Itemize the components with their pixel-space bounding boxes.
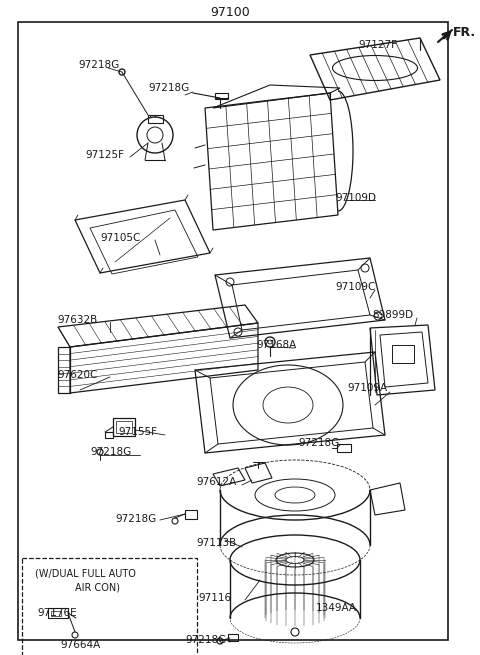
Text: 97109C: 97109C	[335, 282, 375, 292]
Text: 97109A: 97109A	[347, 383, 387, 393]
Text: (W/DUAL FULL AUTO: (W/DUAL FULL AUTO	[35, 568, 136, 578]
Bar	[228, 634, 238, 641]
Text: 97632B: 97632B	[57, 315, 97, 325]
Text: FR.: FR.	[453, 26, 476, 39]
Text: 97113B: 97113B	[196, 538, 236, 548]
Text: 97168A: 97168A	[256, 340, 296, 350]
Bar	[215, 93, 228, 99]
Bar	[337, 444, 351, 452]
Text: 89899D: 89899D	[372, 310, 413, 320]
Text: 97620C: 97620C	[57, 370, 97, 380]
Text: 97612A: 97612A	[196, 477, 236, 487]
Text: 97155F: 97155F	[118, 427, 157, 437]
Text: 97218G: 97218G	[298, 438, 339, 448]
Bar	[392, 345, 414, 363]
Bar	[105, 432, 113, 438]
Text: 97127F: 97127F	[358, 40, 397, 50]
Text: 97109D: 97109D	[335, 193, 376, 203]
Bar	[116, 421, 132, 433]
Text: 97125F: 97125F	[85, 150, 124, 160]
Text: AIR CON): AIR CON)	[75, 582, 120, 592]
Bar	[113, 418, 135, 436]
Text: 97100: 97100	[210, 5, 250, 18]
Text: 97105C: 97105C	[100, 233, 140, 243]
Bar	[22, 558, 197, 655]
Bar	[18, 22, 448, 640]
Text: 97116: 97116	[198, 593, 231, 603]
Text: 97664A: 97664A	[60, 640, 100, 650]
Text: 97218G: 97218G	[115, 514, 156, 524]
Bar	[51, 611, 61, 616]
Text: 97218G: 97218G	[90, 447, 131, 457]
Bar	[185, 510, 197, 519]
Bar	[148, 115, 163, 123]
Text: 97218G: 97218G	[185, 635, 226, 645]
Text: 97176E: 97176E	[37, 608, 77, 618]
Text: 97218G: 97218G	[78, 60, 119, 70]
Text: 97218G: 97218G	[148, 83, 189, 93]
Text: 1349AA: 1349AA	[316, 603, 357, 613]
